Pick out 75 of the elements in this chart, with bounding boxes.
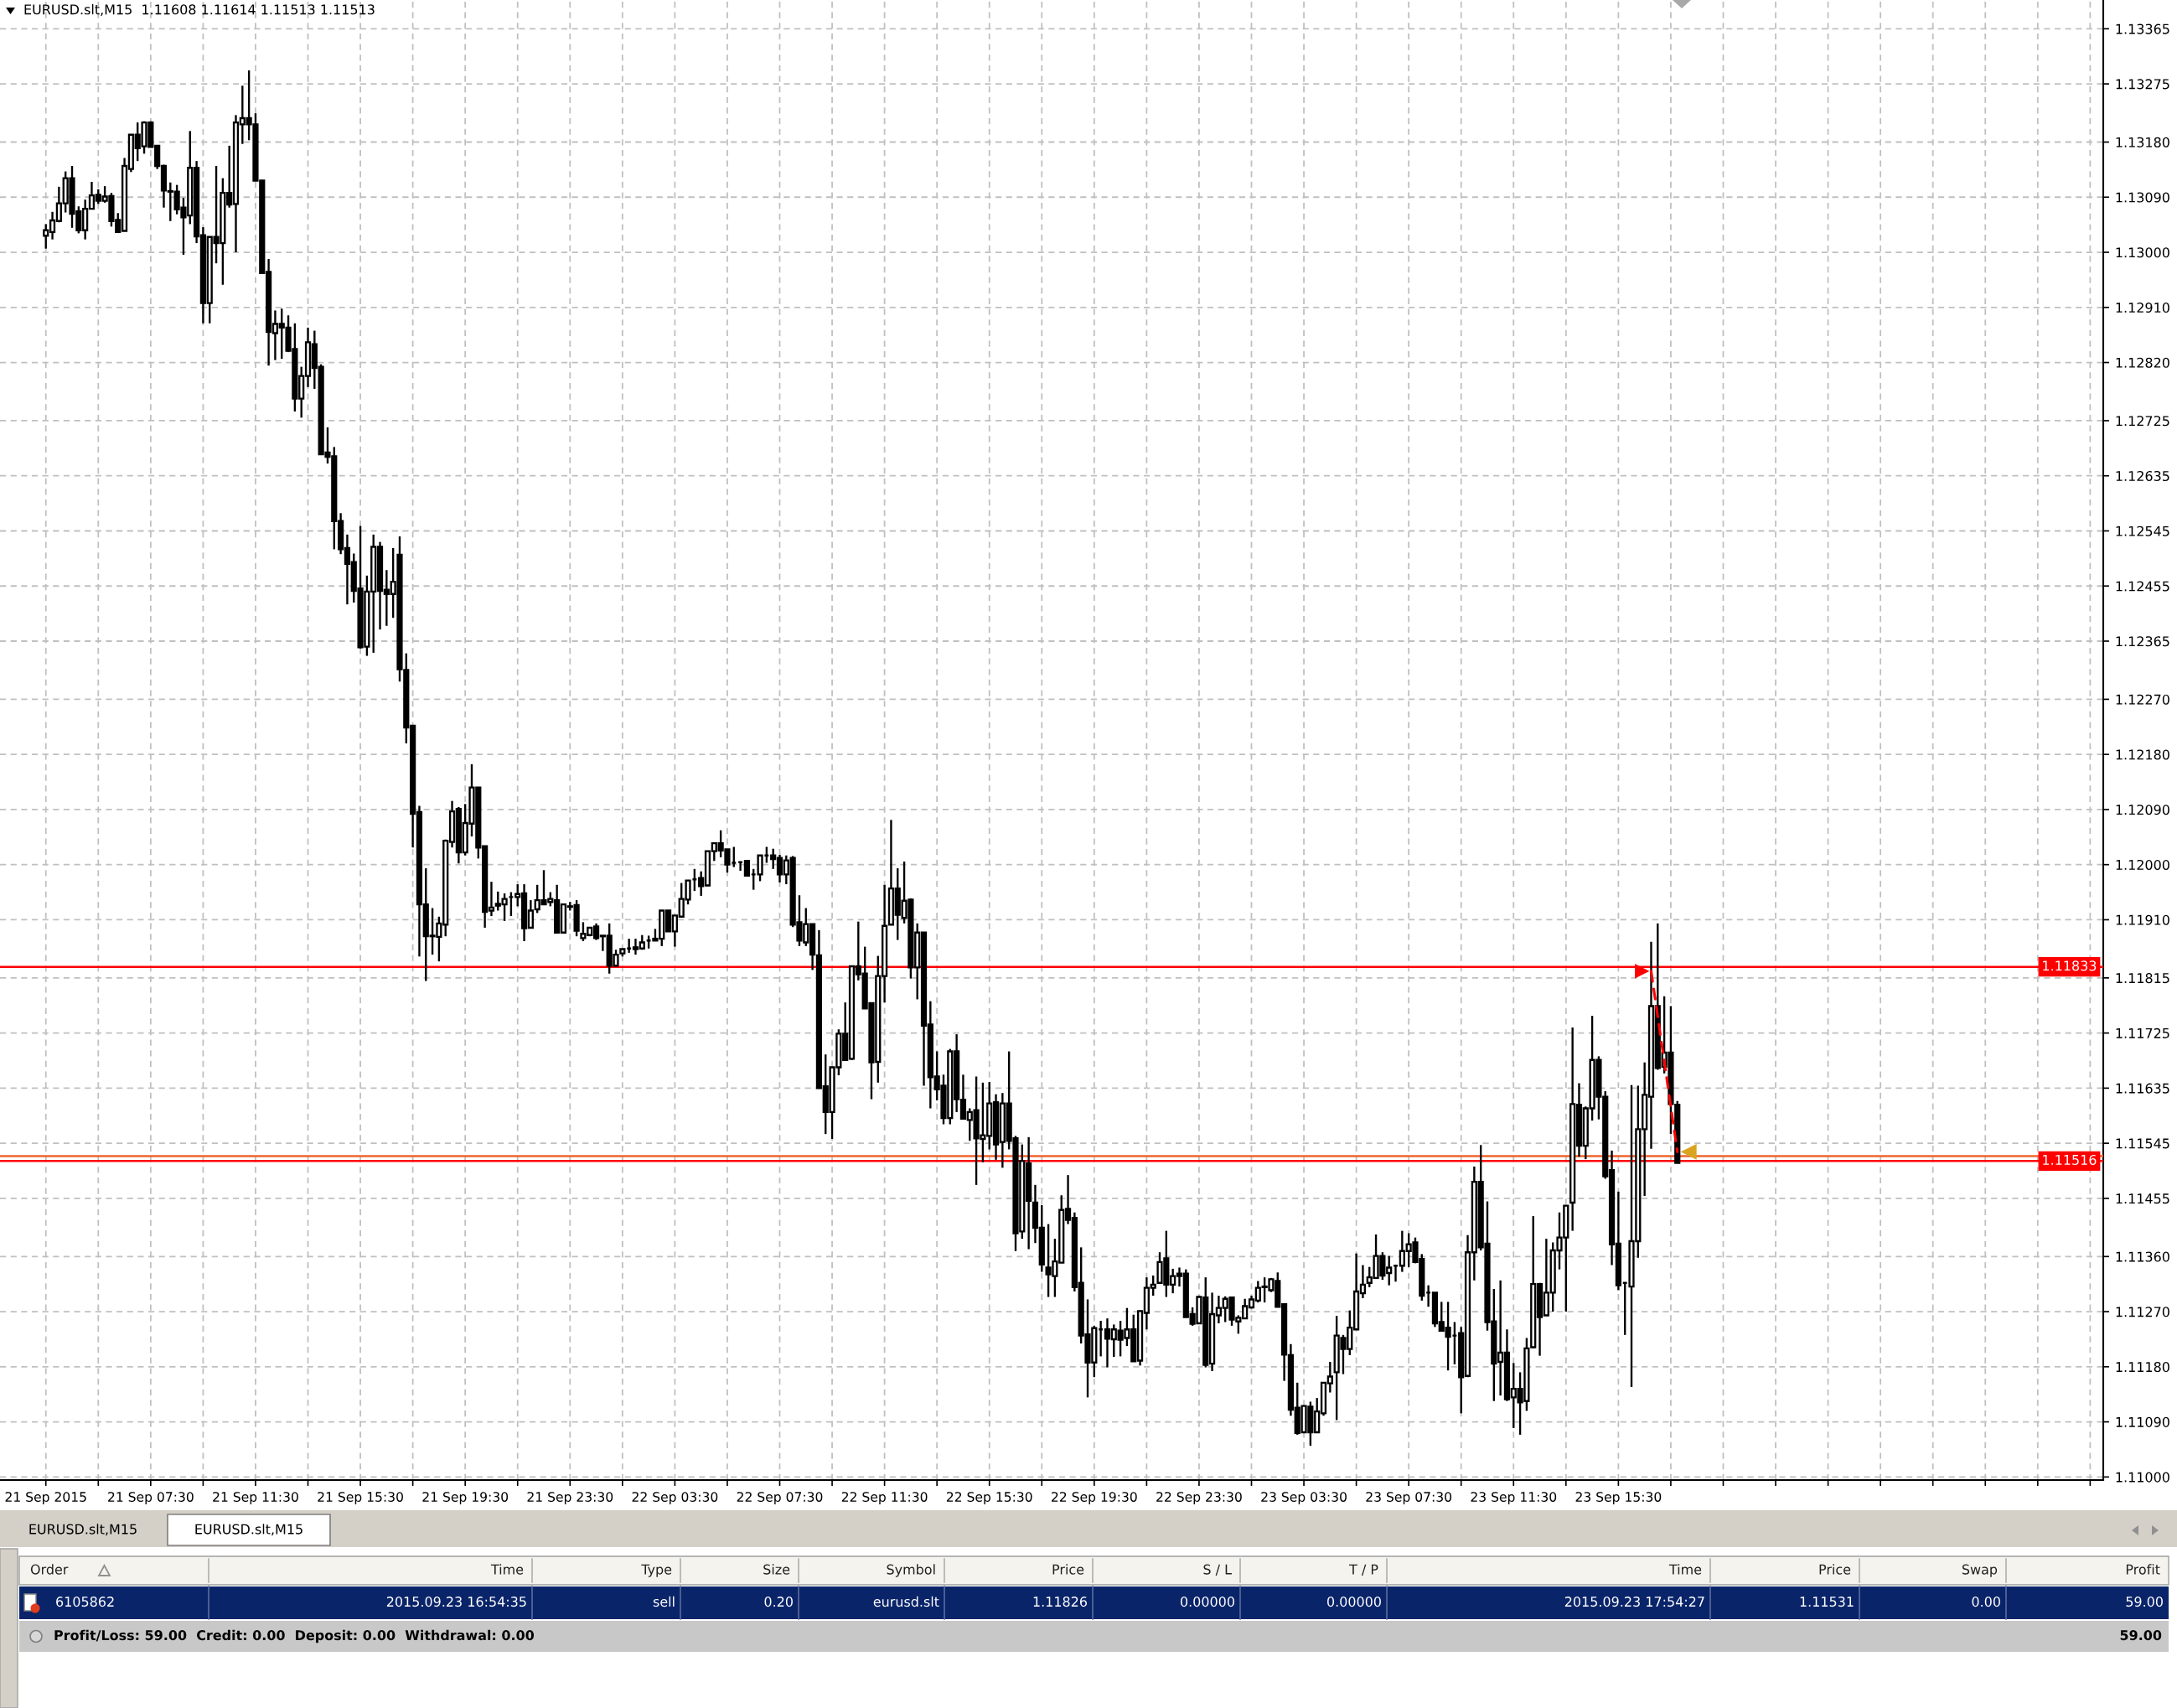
category-label: Swap [1962, 1564, 1998, 1577]
y-tick-label: 1.11180 [2116, 1362, 2169, 1373]
x-tick-label: 22 Sep 15:30 [946, 1492, 1032, 1504]
y-tick-label: 1.11910 [2116, 914, 2169, 925]
category-label: Symbol [887, 1564, 935, 1577]
category-label: Profit [2126, 1564, 2160, 1575]
x-tick-label: 22 Sep 23:30 [1156, 1492, 1242, 1504]
ref-line-label: 1.11516 [2043, 1154, 2097, 1165]
candlestick [743, 860, 751, 877]
category-label: Order [30, 1564, 69, 1575]
text: 59.00 [2120, 1630, 2162, 1641]
category-label: Time [490, 1564, 524, 1575]
ref-line-label: 1.11833 [2043, 960, 2097, 971]
text: 6105862 [56, 1597, 114, 1607]
y-tick-label: 1.13090 [2116, 192, 2169, 203]
text: 0.00 [1972, 1597, 2000, 1607]
text: eurusd.slt [873, 1596, 939, 1607]
y-tick-label: 1.13180 [2116, 137, 2169, 148]
y-tick-label: 1.11545 [2116, 1138, 2169, 1149]
y-tick-label: 1.12365 [2116, 636, 2169, 647]
x-tick-label: 21 Sep 19:30 [422, 1492, 509, 1504]
text: 0.20 [764, 1597, 793, 1607]
y-tick-label: 1.11090 [2116, 1416, 2169, 1427]
y-tick-label: 1.13275 [2116, 79, 2169, 90]
y-tick-label: 1.13365 [2116, 23, 2169, 34]
x-tick-label: 22 Sep 03:30 [632, 1492, 718, 1504]
x-tick-label: 23 Sep 07:30 [1366, 1492, 1452, 1504]
y-tick-label: 1.12090 [2116, 805, 2169, 815]
x-tick-label: 21 Sep 23:30 [527, 1492, 613, 1504]
y-tick-label: 1.11725 [2116, 1027, 2169, 1038]
y-tick-label: 1.11635 [2116, 1083, 2169, 1094]
category-label: T / P [1349, 1564, 1378, 1576]
text: 59.00 [2126, 1597, 2163, 1607]
y-tick-label: 1.11455 [2116, 1193, 2169, 1204]
text: Profit/Loss: 59.00 Credit: 0.00 Deposit: 0.00 Withdrawal: 0.00 [54, 1629, 535, 1643]
y-tick-label: 1.12635 [2116, 470, 2169, 482]
x-tick-label: 23 Sep 15:30 [1575, 1492, 1662, 1504]
y-tick-label: 1.12725 [2116, 416, 2169, 427]
text: EURUSD.slt,M15 [29, 1524, 137, 1536]
text: 1.11826 [1033, 1597, 1087, 1607]
y-tick-label: 1.11360 [2116, 1251, 2169, 1262]
y-tick-label: 1.12545 [2116, 525, 2169, 536]
category-label: S / L [1203, 1564, 1232, 1576]
y-tick-label: 1.13000 [2116, 247, 2169, 258]
y-tick-label: 1.12270 [2116, 694, 2169, 705]
y-tick-label: 1.11000 [2116, 1472, 2169, 1483]
x-tick-label: 23 Sep 03:30 [1261, 1492, 1347, 1504]
y-tick-label: 1.11815 [2116, 973, 2169, 984]
category-label: Price [1819, 1564, 1851, 1575]
y-tick-label: 1.12180 [2116, 749, 2169, 760]
text: 2015.09.23 17:54:27 [1564, 1597, 1704, 1607]
x-tick-label: 21 Sep 15:30 [318, 1492, 403, 1504]
x-tick-label: 21 Sep 11:30 [213, 1492, 298, 1504]
text: 0.00000 [1327, 1597, 1381, 1607]
chart-title: EURUSD.slt,M15 1.11608 1.11614 1.11513 1.11513 [24, 4, 375, 16]
text: 2015.09.23 16:54:35 [386, 1597, 526, 1607]
x-tick-label: 22 Sep 11:30 [841, 1492, 928, 1504]
text: sell [653, 1596, 675, 1607]
x-tick-label: 22 Sep 07:30 [737, 1492, 823, 1504]
category-label: Size [763, 1564, 790, 1575]
y-tick-label: 1.12910 [2116, 303, 2169, 313]
x-tick-label: 21 Sep 07:30 [108, 1492, 194, 1504]
category-label: Time [1668, 1564, 1702, 1575]
text: 1.11531 [1800, 1597, 1854, 1607]
y-tick-label: 1.12820 [2116, 357, 2169, 368]
category-label: Type [641, 1564, 672, 1577]
x-tick-label: 22 Sep 19:30 [1052, 1492, 1137, 1504]
x-tick-label: 23 Sep 11:30 [1471, 1492, 1557, 1504]
y-tick-label: 1.12000 [2116, 859, 2169, 870]
text: 0.00000 [1181, 1597, 1234, 1607]
y-tick-label: 1.11270 [2116, 1307, 2169, 1317]
category-label: Price [1052, 1564, 1084, 1575]
x-tick-label: 21 Sep 2015 [5, 1492, 86, 1504]
text: EURUSD.slt,M15 [195, 1524, 303, 1536]
y-tick-label: 1.12455 [2116, 581, 2169, 592]
